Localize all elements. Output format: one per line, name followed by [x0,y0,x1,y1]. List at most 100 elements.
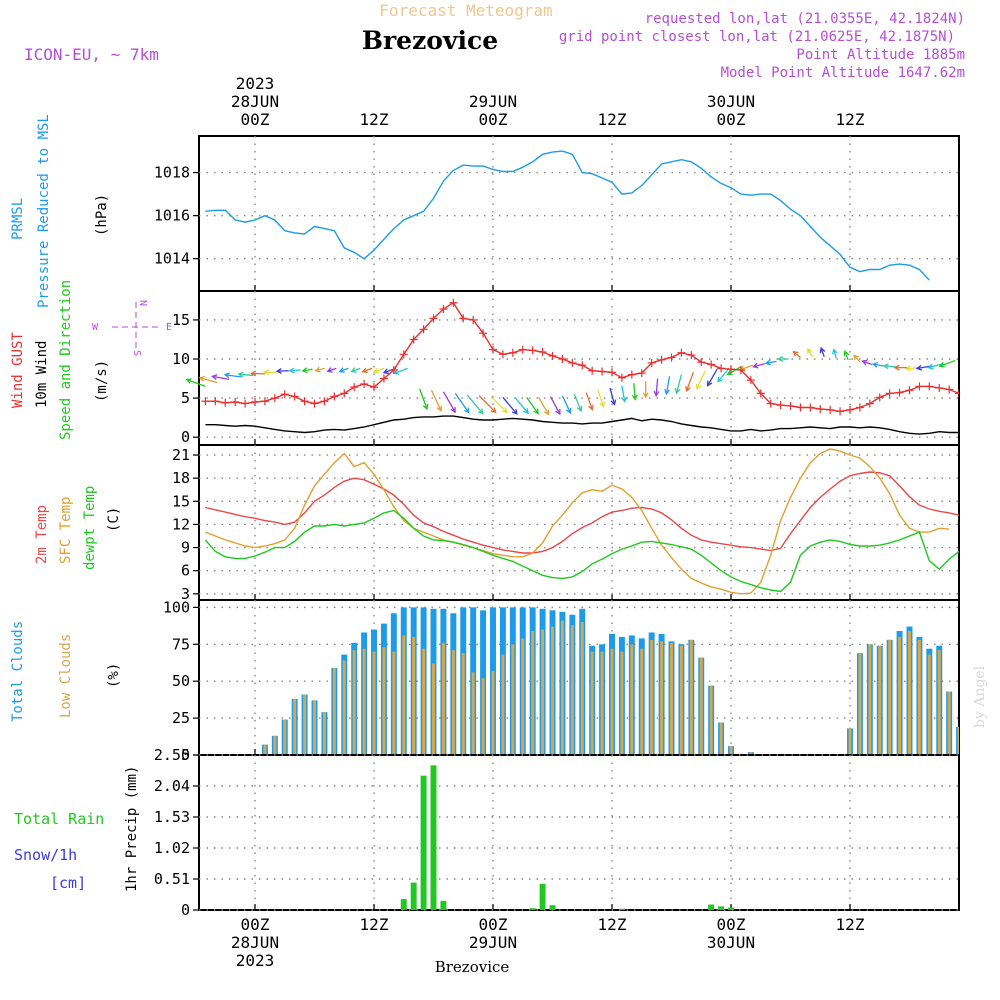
gust-marker [925,382,934,391]
low-cloud-bar [917,639,921,755]
low-cloud-bar [729,746,733,755]
wind-arrow-head [422,403,429,411]
wind-arrow [853,354,861,363]
gust-marker [995,388,1000,396]
wind-arrow [549,396,561,415]
gust-marker [518,345,527,354]
gust-marker [766,399,775,408]
low-cloud-bar [679,645,683,755]
bottom-tick-label: 2023 [236,951,275,970]
gust-marker [221,398,230,407]
compass-rose: W E N S [92,300,172,356]
gust-marker [905,386,914,395]
gust-marker [806,403,815,412]
wind-arrow [490,396,508,413]
wind-arrow-head [927,363,934,370]
low-cloud-bar [392,651,396,755]
gust-marker [260,397,269,406]
wind-arrow-head [588,404,594,411]
gust-marker [578,361,587,370]
series-line [205,471,959,554]
low-cloud-bar [382,647,386,755]
gust-marker [300,397,309,406]
wind-arrow-head [621,396,627,403]
low-cloud-bar [878,645,882,755]
y-tick-label: 5 [181,389,190,407]
total-cloud-bar [956,726,959,755]
wind-arrow [224,374,242,378]
plot-body [261,607,982,755]
wind-arrow [807,348,813,357]
gust-marker [439,304,448,313]
low-cloud-bar [640,648,644,755]
wind-arrow [753,363,765,368]
pressure-left-label: PRMSL [10,198,26,240]
wind-arrow-head [642,392,649,399]
low-cloud-bar [322,712,326,755]
wind-arrow [793,351,801,358]
wind-arrow-head [477,408,484,415]
bottom-tick-label: 00Z [479,915,508,934]
plot-body [204,448,959,595]
y-tick-label: 100 [163,598,190,616]
clouds-unit-label: (%) [106,663,122,688]
low-cloud-bar [481,678,485,755]
gust-marker [310,399,319,408]
location-title: Brezovice [362,26,498,55]
wind-arrow-head [777,356,784,362]
low-cloud-bar [352,650,356,755]
precip-bar [718,906,725,910]
compass-south-group: S [131,350,142,356]
wind-arrow [238,373,254,377]
series-line [205,448,950,595]
low-cloud-bar [471,672,475,755]
wind-arrow [621,385,626,402]
gust-marker [687,351,696,360]
gust-marker [350,383,359,392]
gust-marker [409,335,418,344]
low-cloud-bar [630,644,634,755]
wind-arrow-head [717,376,723,383]
y-tick-label: 21 [172,446,190,464]
total-cloud-bar [976,730,982,755]
gust-marker [280,390,289,399]
low-cloud-bar [858,653,862,755]
low-cloud-bar [293,698,297,755]
gust-marker [340,389,349,398]
low-cloud-bar [451,650,455,755]
wind-arrow-head [843,350,850,357]
wind-arrow [739,364,754,371]
low-cloud-bar [689,639,693,755]
gust-marker [211,397,220,406]
footer-location: Brezovice [435,958,510,976]
gust-marker [647,358,656,367]
credit-group: by Angel [972,665,988,728]
temperature-frame [198,444,960,601]
gust-marker [290,392,299,401]
low-cloud-bar [283,719,287,755]
prmsl-label: PRMSL [10,198,26,240]
wind-arrow [339,367,349,373]
wind-arrow-head [382,368,390,375]
wind-arrow [597,390,605,407]
y-tick-label: 2.04 [154,777,190,795]
wind-arrow [478,395,497,413]
wind-arrow-head [893,364,900,371]
model-label: ICON-EU, ~ 7km [24,45,159,64]
gust-marker [895,388,904,397]
y-tick-label: 10 [172,350,190,368]
series-line [204,509,959,593]
low-cloud-bar [313,700,316,755]
gust-marker [786,401,795,410]
wind-arrow-head [576,405,583,413]
wind-arrow [675,374,683,394]
wind-arrow [939,359,956,367]
low-cloud-bar [521,638,525,755]
gust-marker [915,382,924,391]
y-tick-label: 50 [172,672,190,690]
top-tick-label: 12Z [360,110,389,129]
y-tick-label: 6 [181,562,190,580]
wind-arrow-head [326,367,333,373]
wind-arrow [765,360,777,364]
low-cloud-bar [501,654,505,755]
